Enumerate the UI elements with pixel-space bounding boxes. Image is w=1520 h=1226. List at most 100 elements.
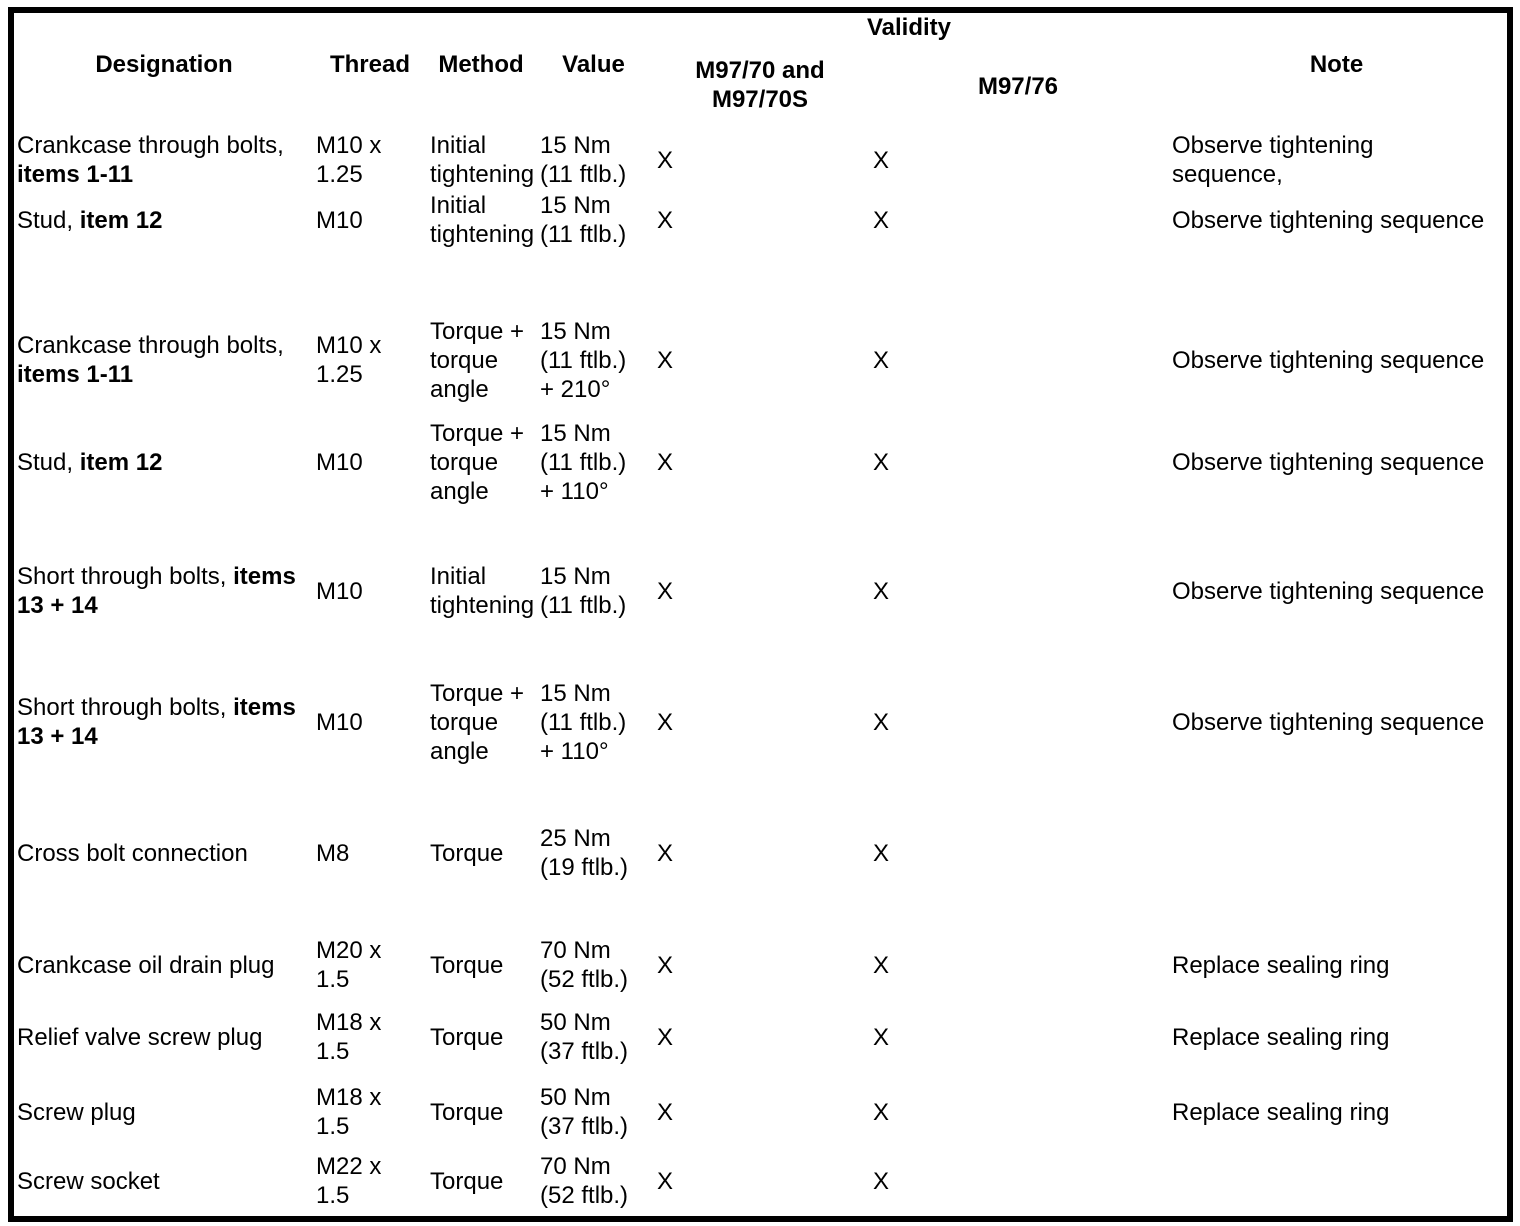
table-row: Crankcase through bolts, items 1-11 M10 … [14, 315, 1506, 405]
designation-text: Stud, [17, 448, 80, 476]
designation-text: Relief valve screw plug [17, 1023, 263, 1051]
table-row: Crankcase through bolts, items 1-11 M10 … [14, 128, 1506, 192]
designation-bold-text: items 1-11 [17, 161, 134, 188]
designation-bold-text: items 1-11 [17, 361, 134, 388]
cell-validity-m9776: X [873, 577, 890, 605]
table-row: Cross bolt connection M8 Torque 25 Nm (1… [14, 822, 1506, 884]
cell-note: Replace sealing ring [1172, 1023, 1390, 1051]
designation-text: Crankcase through bolts, [17, 332, 284, 359]
cell-thread: M10 x 1.25 [316, 132, 382, 188]
designation-bold-text: item 12 [79, 448, 163, 476]
cell-validity-m9770: X [657, 1023, 674, 1051]
cell-thread: M18 x 1.5 [316, 1009, 382, 1065]
cell-note: Observe tightening sequence [1172, 708, 1485, 736]
cell-method: Torque [430, 839, 504, 867]
cell-validity-m9776: X [873, 1167, 890, 1195]
cell-value: 15 Nm (11 ftlb.) [540, 563, 627, 619]
cell-designation: Short through bolts, items 13 + 14 [14, 677, 314, 767]
cell-validity-m9776: X [873, 146, 890, 174]
cell-method: Initial tightening [430, 192, 535, 248]
table-row: Relief valve screw plug M18 x 1.5 Torque… [14, 1006, 1506, 1068]
cell-method: Torque [430, 1023, 504, 1051]
cell-method: Initial tightening [430, 132, 535, 188]
designation-text: Crankcase through bolts, [17, 132, 284, 159]
designation-text: Short through bolts, [17, 694, 234, 721]
cell-method: Torque [430, 951, 504, 979]
cell-method: Torque + torque angle [430, 317, 525, 403]
cell-thread: M10 [316, 448, 363, 476]
cell-designation: Crankcase through bolts, items 1-11 [14, 128, 314, 192]
cell-designation: Short through bolts, items 13 + 14 [14, 560, 314, 622]
designation-text: Crankcase oil drain plug [17, 951, 275, 979]
cell-thread: M10 [316, 577, 363, 605]
cell-validity-m9770: X [657, 206, 674, 234]
cell-thread: M22 x 1.5 [316, 1153, 382, 1209]
cell-validity-m9770: X [657, 146, 674, 174]
cell-value: 70 Nm (52 ftlb.) [540, 937, 629, 993]
table-row: Short through bolts, items 13 + 14 M10 I… [14, 560, 1506, 622]
cell-value: 15 Nm (11 ftlb.) + 110° [540, 419, 627, 505]
table-border [8, 7, 1513, 1222]
cell-designation: Screw plug [14, 1081, 314, 1143]
cell-validity-m9770: X [657, 1098, 674, 1126]
cell-validity-m9770: X [657, 346, 674, 374]
cell-note [1167, 822, 1506, 884]
col-header-m9776: M97/76 [977, 73, 1059, 100]
cell-validity-m9776: X [873, 1023, 890, 1051]
cell-validity-m9776: X [873, 1098, 890, 1126]
cell-designation: Screw socket [14, 1150, 314, 1212]
cell-note: Observe tightening sequence [1172, 346, 1485, 374]
cell-note: Observe tightening sequence [1172, 206, 1485, 234]
col-header-note: Note [1309, 51, 1364, 78]
designation-text: Screw plug [17, 1098, 136, 1126]
col-header-m9770: M97/70 and M97/70S [695, 57, 825, 113]
cell-designation: Crankcase oil drain plug [14, 934, 314, 996]
col-header-validity: Validity [866, 14, 952, 41]
cell-value: 15 Nm (11 ftlb.) [540, 132, 627, 188]
cell-note: Observe tightening sequence [1172, 448, 1485, 476]
designation-text: Stud, [17, 206, 80, 234]
cell-method: Torque [430, 1167, 504, 1195]
col-header-thread: Thread [329, 51, 410, 78]
cell-value: 50 Nm (37 ftlb.) [540, 1084, 629, 1140]
cell-thread: M8 [316, 839, 350, 867]
cell-validity-m9770: X [657, 839, 674, 867]
cell-thread: M10 x 1.25 [316, 332, 382, 388]
cell-validity-m9776: X [873, 448, 890, 476]
cell-validity-m9770: X [657, 448, 674, 476]
cell-designation: Cross bolt connection [14, 822, 314, 884]
col-header-method: Method [438, 51, 524, 78]
cell-value: 15 Nm (11 ftlb.) [540, 192, 627, 248]
table-row: Stud, item 12 M10 Torque + torque angle … [14, 417, 1506, 507]
cell-note: Observe tightening sequence, [1172, 132, 1374, 188]
cell-method: Torque [430, 1098, 504, 1126]
cell-value: 15 Nm (11 ftlb.) + 110° [540, 679, 627, 765]
cell-note: Observe tightening sequence [1172, 577, 1485, 605]
cell-note [1167, 1150, 1506, 1212]
cell-validity-m9776: X [873, 346, 890, 374]
designation-text: Short through bolts, [17, 563, 234, 590]
cell-designation: Relief valve screw plug [14, 1006, 314, 1068]
table-row: Crankcase oil drain plug M20 x 1.5 Torqu… [14, 934, 1506, 996]
designation-bold-text: items 13 + 14 [17, 694, 296, 750]
cell-thread: M18 x 1.5 [316, 1084, 382, 1140]
cell-validity-m9776: X [873, 708, 890, 736]
cell-validity-m9770: X [657, 951, 674, 979]
col-header-value: Value [562, 51, 625, 78]
cell-value: 50 Nm (37 ftlb.) [540, 1009, 629, 1065]
cell-validity-m9770: X [657, 1167, 674, 1195]
cell-value: 70 Nm (52 ftlb.) [540, 1153, 629, 1209]
cell-thread: M10 [316, 708, 363, 736]
cell-method: Torque + torque angle [430, 679, 525, 765]
table-row: Short through bolts, items 13 + 14 M10 T… [14, 677, 1506, 767]
cell-validity-m9776: X [873, 206, 890, 234]
col-header-designation: Designation [95, 51, 233, 78]
designation-text: Cross bolt connection [17, 839, 248, 867]
cell-method: Torque + torque angle [430, 419, 525, 505]
cell-method: Initial tightening [430, 563, 535, 619]
cell-thread: M20 x 1.5 [316, 937, 382, 993]
cell-thread: M10 [316, 206, 363, 234]
table-row: Screw socket M22 x 1.5 Torque 70 Nm (52 … [14, 1150, 1506, 1212]
cell-designation: Stud, item 12 [14, 417, 314, 507]
